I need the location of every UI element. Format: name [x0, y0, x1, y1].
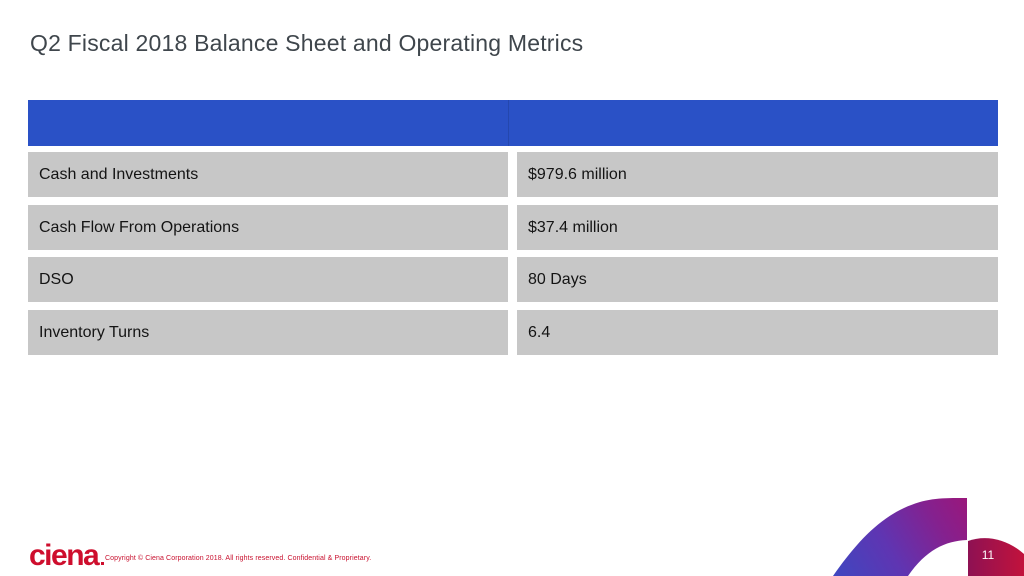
swoosh-ribbon-shape	[833, 497, 967, 576]
ciena-logo: ciena	[29, 539, 105, 572]
metric-value: 80 Days	[517, 257, 998, 302]
table-row: Cash Flow From Operations $37.4 million	[0, 205, 1024, 250]
table-row: Cash and Investments $979.6 million	[0, 152, 1024, 197]
table-row: Inventory Turns 6.4	[0, 310, 1024, 355]
column-divider	[508, 100, 509, 146]
metric-label: DSO	[28, 257, 508, 302]
metric-value: $37.4 million	[517, 205, 998, 250]
metric-label: Cash Flow From Operations	[28, 205, 508, 250]
table-row: DSO 80 Days	[0, 257, 1024, 302]
metric-label: Inventory Turns	[28, 310, 508, 355]
metric-label: Cash and Investments	[28, 152, 508, 197]
metric-value: 6.4	[517, 310, 998, 355]
table-header-bar	[28, 100, 998, 146]
slide-title: Q2 Fiscal 2018 Balance Sheet and Operati…	[30, 30, 584, 56]
footer-copyright: Copyright © Ciena Corporation 2018. All …	[105, 555, 372, 562]
logo-trademark-dot	[101, 562, 105, 565]
ciena-logo-text: ciena	[29, 539, 100, 572]
metric-value: $979.6 million	[517, 152, 998, 197]
page-number-badge: 11	[981, 548, 995, 562]
